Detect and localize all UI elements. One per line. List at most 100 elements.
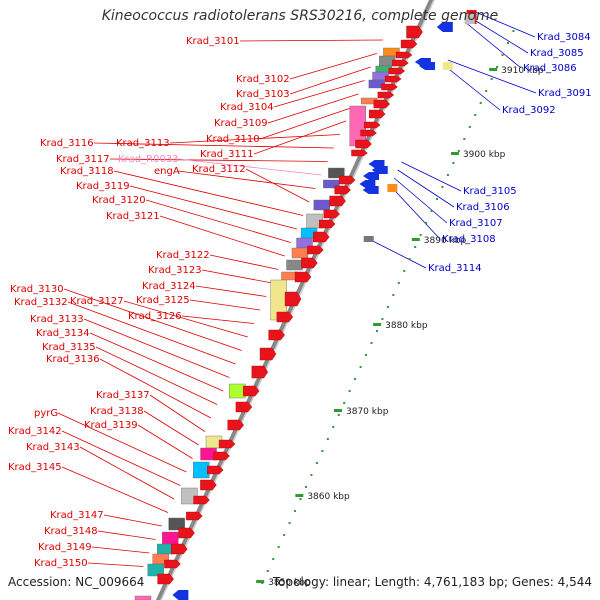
gene-label-left: Krad_3139 <box>84 420 138 431</box>
forward-gene-arrow <box>259 347 277 361</box>
accession-text: Accession: NC_009664 <box>8 575 145 589</box>
scale-dot <box>408 258 411 260</box>
label-connector <box>169 134 340 144</box>
label-connector <box>145 199 291 243</box>
forward-gene-arrow <box>227 419 244 431</box>
forward-gene-arrow <box>157 573 174 585</box>
label-connector <box>470 9 536 38</box>
label-connector <box>149 394 205 432</box>
label-connector <box>177 158 322 176</box>
scale-dot <box>337 414 340 416</box>
scale-tick-label: 3860 kbp <box>307 492 350 502</box>
label-connector <box>91 546 150 554</box>
gene-label-right: Krad_3108 <box>442 234 496 245</box>
gene-label-left: Krad_3104 <box>220 102 274 113</box>
gene-label-left: Krad_3145 <box>8 462 62 473</box>
reverse-gene-arrow <box>436 22 453 32</box>
scale-dot <box>266 570 269 572</box>
label-connector <box>189 299 261 311</box>
label-connector <box>259 107 353 140</box>
label-connector <box>209 254 279 270</box>
gene-block <box>328 167 345 179</box>
gene-block <box>291 247 309 259</box>
gene-label-left: Krad_3138 <box>90 406 144 417</box>
gene-label-right: Krad_3092 <box>502 105 556 116</box>
forward-gene-arrow <box>268 329 285 341</box>
gene-label-left: Krad_3112 <box>192 164 246 175</box>
gene-label-right: Krad_3107 <box>449 218 503 229</box>
reverse-gene-arrow <box>419 62 436 70</box>
label-connector <box>444 65 501 111</box>
forward-gene-arrow <box>381 83 398 91</box>
scale-tick-label: 3880 kbp <box>385 321 428 331</box>
gene-block <box>162 531 179 545</box>
scale-tick-label: 3910 kbp <box>501 66 544 76</box>
scale-dot <box>474 114 477 116</box>
label-connector <box>99 358 212 419</box>
gene-label-left: Krad_3101 <box>186 36 240 47</box>
gene-label-left: Krad_3126 <box>128 311 182 322</box>
label-connector <box>137 424 193 459</box>
scale-dot <box>457 150 460 152</box>
forward-gene-arrow <box>218 439 236 449</box>
forward-gene-arrow <box>406 25 423 39</box>
scale-dot <box>288 522 291 524</box>
label-connector <box>267 93 359 124</box>
genome-summary-text: Topology: linear; Length: 4,761,183 bp; … <box>272 575 592 589</box>
gene-block <box>313 199 331 211</box>
scale-dot <box>512 30 515 32</box>
forward-gene-arrow <box>355 139 372 149</box>
forward-gene-arrow <box>207 465 224 475</box>
scale-tick <box>489 68 498 71</box>
scale-dot <box>310 474 313 476</box>
scale-dot <box>277 546 280 548</box>
forward-gene-arrow <box>329 195 346 207</box>
label-connector <box>109 158 328 162</box>
label-connector <box>61 430 181 486</box>
scale-dot <box>326 438 329 440</box>
label-connector <box>253 120 347 155</box>
gene-label-left: Krad_3119 <box>76 181 130 192</box>
label-connector <box>57 412 187 473</box>
label-connector <box>397 169 455 208</box>
forward-gene-arrow <box>388 67 406 75</box>
forward-gene-arrow <box>294 271 312 283</box>
forward-gene-arrow <box>377 91 395 99</box>
gene-label-right: Krad_3084 <box>537 32 591 43</box>
gene-label-left: engA <box>154 166 180 177</box>
label-connector <box>177 170 316 189</box>
forward-gene-arrow <box>251 365 269 379</box>
gene-label-left: Krad_3147 <box>50 510 104 521</box>
gene-block <box>387 184 398 192</box>
gene-label-left: Krad_3125 <box>136 295 190 306</box>
forward-gene-arrow <box>178 527 195 539</box>
label-connector <box>123 300 248 338</box>
reverse-gene-arrow <box>172 590 189 600</box>
gene-label-left: Krad_3122 <box>156 250 210 261</box>
scale-dot <box>299 498 302 500</box>
scale-dot <box>272 558 275 560</box>
gene-label-left: Krad_3142 <box>8 426 62 437</box>
scale-dot <box>452 162 455 164</box>
forward-gene-arrow <box>334 185 351 195</box>
forward-gene-arrow <box>313 231 330 243</box>
gene-label-left: Krad_3124 <box>142 281 196 292</box>
scale-dot <box>283 534 286 536</box>
forward-gene-arrow <box>369 109 386 119</box>
gene-label-left: Krad_3133 <box>30 314 84 325</box>
gene-label-right: Krad_3086 <box>523 63 577 74</box>
label-connector <box>289 53 377 80</box>
scale-dot <box>386 306 389 308</box>
label-connector <box>103 514 162 527</box>
gene-label-left: Krad_R0033 <box>118 154 179 165</box>
scale-tick-label: 3900 kbp <box>463 150 506 160</box>
forward-gene-arrow <box>284 291 302 307</box>
forward-gene-arrow <box>384 75 402 83</box>
label-connector-lines <box>57 9 537 567</box>
gene-block <box>228 383 246 399</box>
scale-dot <box>485 90 488 92</box>
gene-label-left: Krad_3117 <box>56 154 110 165</box>
gene-block <box>168 517 185 531</box>
forward-gene-arrow <box>395 51 413 59</box>
gene-label-right: Krad_3105 <box>463 186 517 197</box>
